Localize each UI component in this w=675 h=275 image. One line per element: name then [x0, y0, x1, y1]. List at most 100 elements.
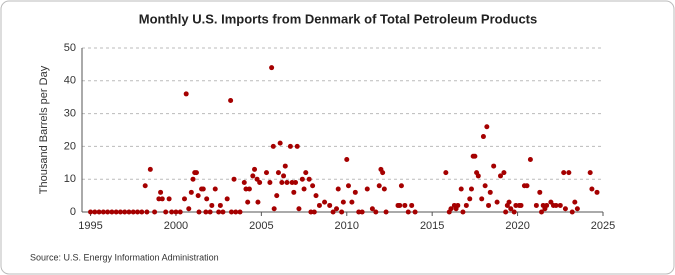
point	[508, 206, 514, 212]
point	[279, 179, 285, 185]
point	[177, 209, 183, 215]
point	[237, 209, 243, 215]
point	[255, 199, 261, 205]
point	[402, 202, 408, 208]
point	[100, 209, 106, 215]
y-tick-label: 40	[64, 75, 76, 87]
point	[92, 209, 98, 215]
point	[412, 209, 418, 215]
point	[156, 196, 162, 202]
point	[587, 170, 593, 176]
point	[468, 186, 474, 192]
point	[373, 209, 379, 215]
point	[494, 199, 500, 205]
point	[310, 183, 316, 189]
point	[467, 196, 473, 202]
point	[381, 186, 387, 192]
point	[296, 206, 302, 212]
point	[212, 186, 218, 192]
point	[334, 206, 340, 212]
point	[257, 179, 263, 185]
point	[345, 183, 351, 189]
point	[376, 183, 382, 189]
point	[479, 196, 485, 202]
point	[241, 179, 247, 185]
x-tick-label: 2025	[591, 220, 615, 232]
point	[537, 189, 543, 195]
point	[303, 170, 309, 176]
point	[566, 170, 572, 176]
point	[383, 209, 389, 215]
point	[316, 202, 322, 208]
point	[181, 196, 187, 202]
point	[159, 196, 165, 202]
y-tick-label: 0	[70, 206, 76, 218]
point	[301, 186, 307, 192]
point	[506, 199, 512, 205]
point	[344, 157, 350, 163]
point	[291, 189, 297, 195]
point	[299, 176, 305, 182]
point	[409, 202, 415, 208]
point	[220, 209, 226, 215]
point	[203, 209, 209, 215]
point	[356, 209, 362, 215]
point	[480, 134, 486, 140]
point	[311, 209, 317, 215]
point	[308, 209, 314, 215]
chart-title: Monthly U.S. Imports from Denmark of Tot…	[139, 11, 537, 26]
point	[270, 143, 276, 149]
point	[397, 202, 403, 208]
point	[130, 209, 136, 215]
point	[539, 209, 545, 215]
point	[158, 189, 164, 195]
y-tick-label: 10	[64, 173, 76, 185]
point	[209, 202, 215, 208]
y-axis-label: Thousand Barrels per Day	[38, 65, 50, 194]
point	[460, 209, 466, 215]
point	[166, 196, 172, 202]
point	[217, 202, 223, 208]
point	[503, 209, 509, 215]
point	[463, 202, 469, 208]
point	[322, 199, 328, 205]
point	[443, 170, 449, 176]
point	[380, 170, 386, 176]
point	[105, 209, 111, 215]
point	[173, 209, 179, 215]
x-tick-label: 2005	[249, 220, 273, 232]
point	[349, 199, 355, 205]
point	[207, 209, 213, 215]
point	[193, 170, 199, 176]
point	[139, 209, 145, 215]
point	[252, 166, 258, 172]
point	[169, 209, 175, 215]
point	[188, 189, 194, 195]
point	[352, 189, 358, 195]
point	[486, 202, 492, 208]
point	[572, 199, 578, 205]
point	[574, 206, 580, 212]
point	[267, 179, 273, 185]
point	[335, 186, 341, 192]
x-tick-label: 2010	[335, 220, 359, 232]
point	[561, 170, 567, 176]
point	[487, 189, 493, 195]
point	[183, 91, 189, 97]
point	[204, 196, 210, 202]
point	[448, 206, 454, 212]
point	[113, 209, 119, 215]
point	[289, 179, 295, 185]
point	[216, 209, 222, 215]
point	[117, 209, 123, 215]
point	[513, 202, 519, 208]
point	[269, 65, 275, 71]
point	[231, 176, 237, 182]
point	[287, 143, 293, 149]
point	[518, 202, 524, 208]
point	[196, 209, 202, 215]
point	[511, 209, 517, 215]
point	[364, 186, 370, 192]
point	[109, 209, 115, 215]
